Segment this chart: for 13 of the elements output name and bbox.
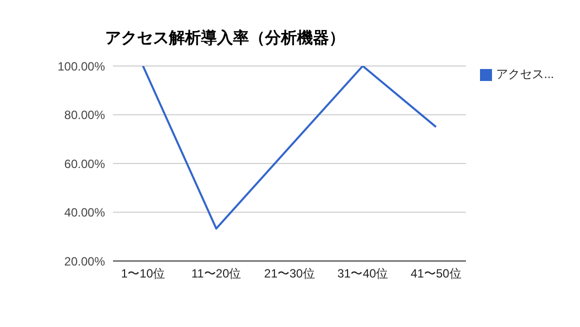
- y-tick-label: 60.00%: [64, 156, 106, 171]
- y-tick-label: 40.00%: [64, 206, 106, 220]
- y-tick-label: 100.00%: [58, 59, 106, 74]
- legend-label: アクセス...: [496, 67, 554, 81]
- x-tick-label: 1〜10位: [120, 266, 166, 281]
- chart-title: アクセス解析導入率（分析機器）: [105, 28, 345, 49]
- x-tick-label: 41〜50位: [410, 266, 462, 281]
- x-tick-label: 11〜20位: [191, 266, 242, 281]
- line-series: [142, 66, 437, 230]
- x-tick-label: 31〜40位: [337, 266, 388, 281]
- y-tick-label: 80.00%: [64, 108, 106, 122]
- x-tick-label: 21〜30位: [264, 266, 315, 281]
- y-tick-label: 20.00%: [64, 254, 106, 268]
